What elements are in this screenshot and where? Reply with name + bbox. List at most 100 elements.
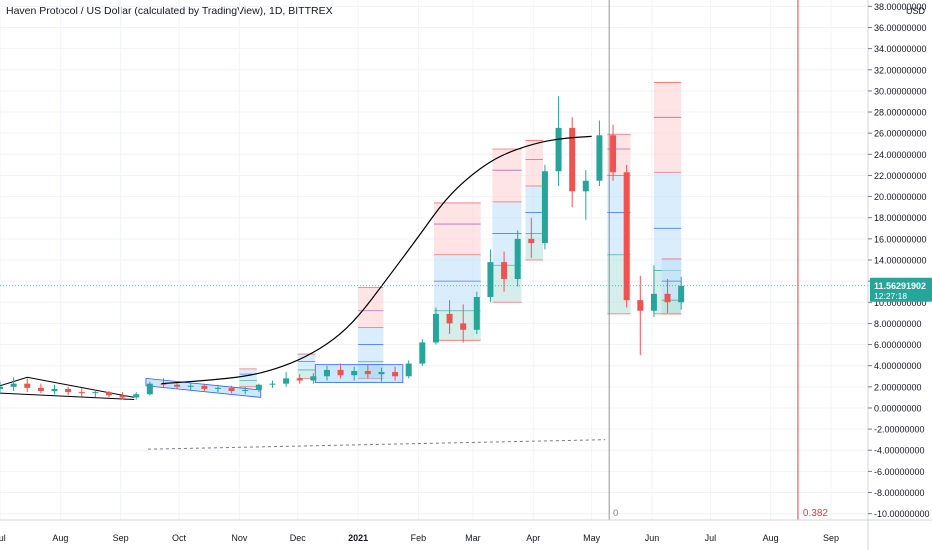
y-tick-label: -8.00000000 [874,488,925,498]
candle [650,265,657,318]
candle-body [296,378,303,381]
candle [405,360,412,379]
candle [0,381,3,395]
candle [78,387,85,397]
x-tick-label: Aug [52,533,68,543]
y-tick-label: 36.00000000 [874,23,927,33]
fib-band [358,361,384,379]
candle-body [146,383,153,395]
candle-body [487,262,494,297]
candle [514,230,521,287]
fib-band [653,172,682,229]
candle [187,382,194,390]
candle [255,383,262,393]
fib-band [653,82,682,118]
candle-body [610,135,617,173]
candle-body [65,388,72,393]
candle [119,392,126,400]
fib-band [434,310,481,341]
candle-body [133,394,140,398]
countdown-label: 12:27:18 [874,291,907,301]
candle-body [541,171,548,244]
candle [214,384,221,393]
candle [664,279,671,313]
x-tick-label: Jul [705,533,717,543]
candle [473,291,480,334]
candle [51,384,58,395]
candle-body [473,296,480,330]
candle [678,276,685,310]
last-price-label: 11.56291902 [874,281,926,291]
x-tick-label: Sep [113,533,129,543]
candle-body [364,370,371,375]
fib-retracement-block [297,353,316,379]
candle-body [405,363,412,377]
fib-band [653,117,682,173]
y-tick-label: 38.00000000 [874,2,927,12]
candle [582,170,589,220]
fib-band [297,354,316,362]
y-tick-label: 32.00000000 [874,65,927,75]
candle [269,380,276,388]
y-tick-label: -2.00000000 [874,425,925,435]
candle [446,300,453,334]
candle-body [501,262,508,280]
x-tick-label: Sep [823,533,839,543]
x-tick-label: 2021 [348,533,368,543]
y-tick-label: -10.00000000 [874,509,930,519]
candle [337,363,344,379]
y-tick-label: 2.00000000 [874,382,922,392]
x-tick-label: Dec [290,533,307,543]
fib-retracement-block [434,202,481,341]
y-tick-label: 6.00000000 [874,340,922,350]
candle [501,251,508,292]
candle [242,386,249,395]
fib-band [297,369,316,379]
candle [378,367,385,382]
candle [351,366,358,381]
candle-body [678,285,685,303]
y-tick-label: 22.00000000 [874,171,927,181]
fib-band [661,258,682,282]
candle [610,124,617,181]
candle [555,96,562,187]
fib-band [239,380,257,387]
candle-body [24,383,31,388]
fib-band [358,344,384,362]
fib-retracement-block [653,82,682,315]
fib-band [358,287,384,311]
candle-body [351,370,358,376]
candle-body [637,300,644,311]
dashed-trendline [147,439,606,450]
fib-band [239,374,257,381]
candle-body [160,383,167,385]
red-line-label: 0.382 [803,508,828,519]
x-tick-label: Oct [172,533,187,543]
fib-band [297,361,316,370]
y-tick-label: -4.00000000 [874,446,925,456]
vertical-marker-label: 0 [613,508,618,518]
fib-band [525,140,543,160]
x-tick-label: Nov [231,533,248,543]
y-tick-label: 26.00000000 [874,129,927,139]
candle-body [528,238,535,244]
fib-band [492,149,522,171]
candle-body [337,369,344,376]
y-tick-label: 0.00000000 [874,403,922,413]
x-tick-label: Jul [0,533,6,543]
candle-body [119,395,126,398]
candle-body [582,180,589,192]
fib-band [239,368,257,375]
candle-body [514,238,521,280]
candle [460,304,467,343]
candle-body [569,127,576,192]
candle-body [446,313,453,324]
fib-band [434,202,481,225]
fib-band [358,327,384,345]
x-tick-label: Feb [411,533,427,543]
x-tick-label: Apr [526,533,540,543]
candle [637,275,644,356]
candle-body [201,385,208,389]
last-price-badge [870,277,932,302]
